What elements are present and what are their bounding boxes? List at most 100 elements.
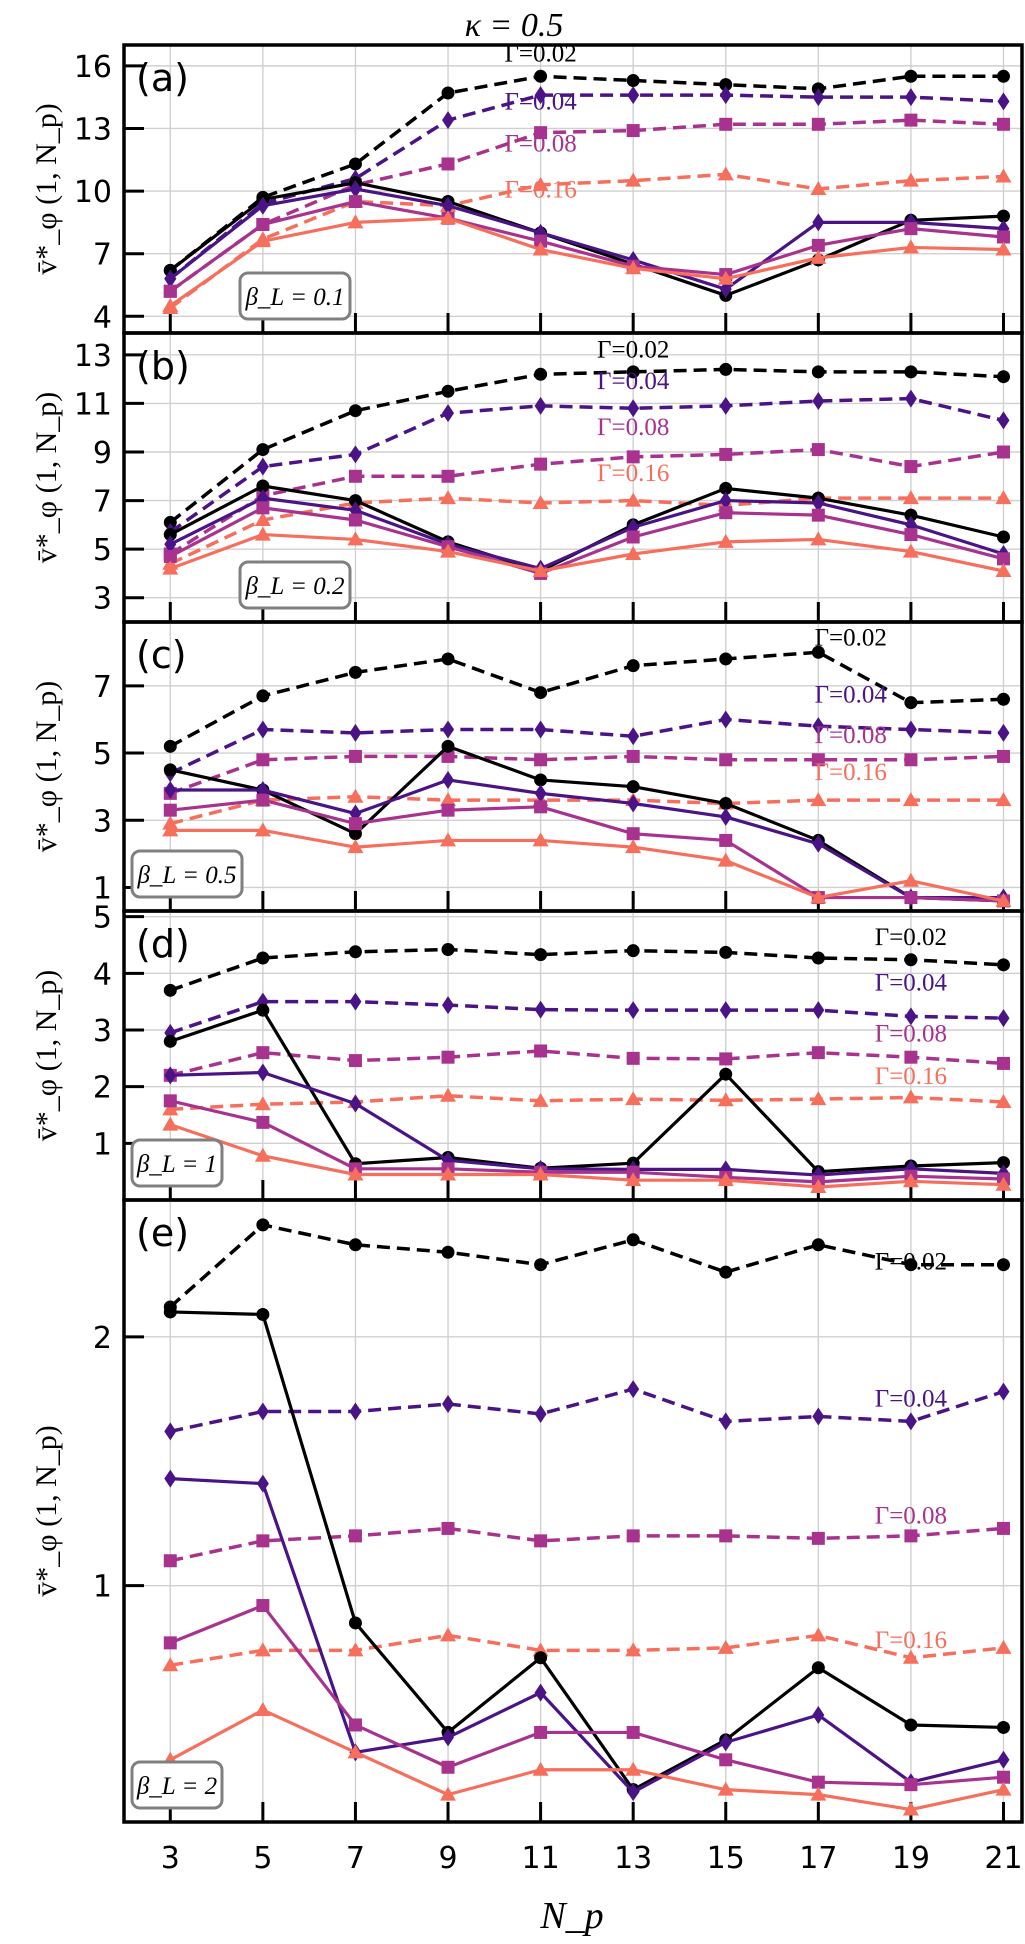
data-point-triangle [254,1147,271,1162]
y-tick-label: 16 [74,50,112,85]
data-point-square [811,443,825,457]
annotation-beta-l: β_L = 2 [136,1773,217,1800]
data-point-triangle [162,1116,179,1131]
data-point-circle [256,1003,270,1017]
series-line-solid-0.16 [169,1123,1004,1189]
data-point-triangle [902,1801,919,1816]
data-point-triangle [440,210,457,225]
data-point-diamond [349,723,362,742]
x-tick-labels: 3 5 7 9 11 13 15 17 19 21 [161,1841,1023,1876]
data-point-square [441,1760,455,1774]
data-point-triangle [625,839,642,854]
data-point-circle [719,652,733,666]
data-point-triangle [440,792,457,807]
data-point-diamond [997,1009,1010,1028]
data-point-square [719,117,733,131]
data-point-square [996,1521,1010,1535]
series-label: Γ=0.08 [875,1502,947,1529]
data-point-triangle [717,1092,734,1107]
series-label: Γ=0.04 [815,682,888,709]
data-point-circle [811,951,825,965]
series-line-dashed-0.08 [169,1526,1004,1563]
data-point-diamond [904,389,917,408]
data-point-circle [256,1218,270,1232]
data-point-triangle [810,1091,827,1106]
data-point-triangle [717,1172,734,1187]
annotation-beta-l: β_L = 0.2 [244,573,344,600]
series-line-solid-0.16 [170,828,1004,903]
x-tick-label: 15 [707,1841,745,1876]
data-point-triangle [995,490,1012,505]
x-tick-label: 3 [161,1841,180,1876]
data-point-square [904,222,918,236]
data-point-square [811,1775,825,1789]
y-tick-label: 7 [93,485,112,520]
data-point-square [163,1636,177,1650]
data-point-square [256,501,270,515]
y-tick-label: 3 [93,804,112,839]
data-point-diamond [442,770,455,789]
data-point-diamond [164,781,177,800]
data-point-triangle [254,1096,271,1111]
data-point-square [441,157,455,171]
data-point-diamond [719,710,732,729]
data-point-triangle [625,1642,642,1657]
data-point-circle [904,508,918,522]
data-point-diamond [534,720,547,739]
series-line-solid-0.08 [169,1603,1004,1787]
annotation-box [238,560,352,610]
series-line-dashed-0.08 [169,118,1004,293]
data-point-diamond [997,1382,1010,1401]
series-label: Γ=0.08 [875,1020,947,1047]
data-point-square [996,1056,1010,1070]
data-point-diamond [627,727,640,746]
data-point-diamond [719,1412,732,1431]
data-point-triangle [347,1166,364,1181]
data-point-circle [904,365,918,379]
series-label: Γ=0.02 [875,1249,947,1276]
data-point-square [441,803,455,817]
x-tick-label: 21 [984,1841,1022,1876]
data-point-square [626,450,640,464]
data-point-triangle [995,792,1012,807]
data-point-diamond [627,1783,640,1802]
panel-b: 3 5 7 9 11 13 Γ=0.02 Γ=0.04 Γ=0.08 Γ=0.16 (b) β_L =… [30,331,1024,624]
data-point-square [811,1046,825,1060]
data-point-diamond [812,1407,825,1426]
series-label: Γ=0.16 [504,176,576,203]
data-point-square [719,1529,733,1543]
data-point-diamond [442,996,455,1015]
data-point-square [348,817,362,831]
data-point-triangle [810,531,827,546]
data-point-square [348,1718,362,1732]
panel-frame [122,620,1024,913]
data-point-square [348,1054,362,1068]
series-label: Γ=0.04 [504,89,577,116]
y-tick-label: 2 [93,1321,112,1356]
data-point-triangle [625,1091,642,1106]
data-point-diamond [812,717,825,736]
data-point-diamond [256,1474,269,1493]
data-point-triangle [532,832,549,847]
data-point-diamond [904,1007,917,1026]
data-point-diamond [534,396,547,415]
data-point-diamond [164,1066,177,1085]
data-point-square [626,1051,640,1065]
data-point-square [811,117,825,131]
data-point-square [811,238,825,252]
data-point-diamond [997,723,1010,742]
data-point-circle [996,530,1010,544]
y-tick-label: 5 [93,533,112,568]
data-point-triangle [810,249,827,264]
figure-title: κ = 0.5 [465,7,564,44]
data-point-circle [348,494,362,508]
data-point-square [163,1094,177,1108]
data-point-triangle [532,1092,549,1107]
data-point-diamond [164,535,177,554]
series-line-solid-0.08 [169,1099,1004,1184]
series-line-solid-0.04 [169,187,1004,291]
series-line-solid-0.04 [170,1070,1004,1177]
y-tick-label: 11 [74,387,112,422]
data-point-circle [348,157,362,171]
data-point-square [348,469,362,483]
